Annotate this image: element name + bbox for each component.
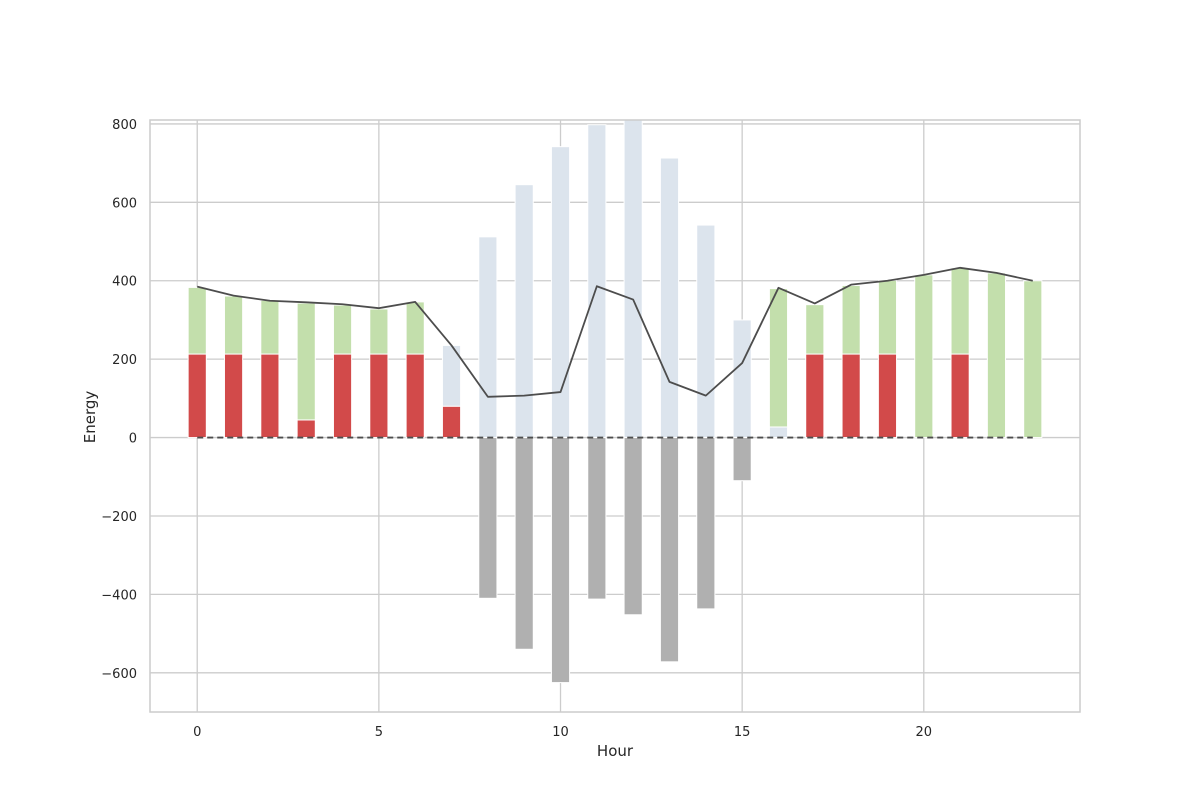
- bar-segment: [950, 353, 970, 439]
- bar-segment: [478, 437, 498, 599]
- tick-labels: 0 5 10 15 20 −600 −400 −200 0 200 400 600 800: [101, 118, 932, 740]
- bar-segment: [514, 184, 534, 439]
- bar-segment: [768, 426, 789, 439]
- y-axis-title: Energy: [81, 391, 99, 444]
- bar-segment: [696, 437, 716, 610]
- y-tick-label: −200: [101, 510, 137, 525]
- bar-segment: [260, 353, 280, 439]
- bar-segment: [623, 437, 643, 616]
- bar-segment: [587, 437, 607, 600]
- bar-segment: [187, 353, 207, 439]
- x-tick-label: 5: [375, 725, 383, 740]
- bar-segment: [768, 288, 789, 428]
- bar-layer: [187, 119, 1043, 684]
- x-tick-label: 0: [193, 725, 201, 740]
- bar-segment: [260, 299, 280, 355]
- bar-segment: [550, 437, 571, 684]
- bar-segment: [841, 353, 861, 439]
- bar-segment: [805, 353, 825, 439]
- y-tick-label: −400: [101, 588, 137, 603]
- plot-frame: [149, 119, 1081, 713]
- bar-segment: [732, 437, 752, 482]
- bar-segment: [332, 304, 353, 355]
- bar-segment: [986, 272, 1007, 439]
- bar-segment: [332, 353, 353, 439]
- x-axis-title: Hour: [597, 742, 634, 760]
- bar-segment: [478, 236, 498, 439]
- bar-segment: [296, 419, 316, 439]
- bar-segment: [514, 437, 534, 650]
- bar-segment: [550, 146, 571, 439]
- y-tick-label: 200: [112, 353, 137, 368]
- bar-segment: [877, 279, 898, 355]
- x-tick-label: 20: [916, 725, 933, 740]
- bar-segment: [841, 284, 861, 355]
- bar-segment: [296, 302, 316, 421]
- y-tick-label: 600: [112, 196, 137, 211]
- y-tick-label: −600: [101, 667, 137, 682]
- line-series: [197, 266, 1033, 398]
- bar-segment: [805, 304, 825, 355]
- bar-segment: [369, 353, 389, 439]
- bar-segment: [696, 224, 716, 439]
- bar-segment: [1023, 280, 1043, 439]
- bar-segment: [587, 124, 607, 439]
- bar-segment: [659, 157, 680, 439]
- bar-segment: [877, 353, 898, 439]
- bar-segment: [369, 308, 389, 355]
- bar-segment: [223, 295, 244, 355]
- line-layer: [197, 266, 1033, 439]
- bar-segment: [223, 353, 244, 439]
- y-tick-label: 800: [112, 118, 137, 133]
- bar-segment: [405, 353, 425, 439]
- y-tick-label: 0: [129, 432, 137, 447]
- bar-segment: [732, 319, 752, 439]
- x-tick-label: 10: [552, 725, 569, 740]
- bar-segment: [950, 267, 970, 355]
- y-tick-label: 400: [112, 275, 137, 290]
- bar-segment: [441, 405, 462, 439]
- x-tick-label: 15: [734, 725, 751, 740]
- bar-segment: [659, 437, 680, 663]
- grid-layer: [150, 120, 1080, 712]
- bar-segment: [187, 286, 207, 355]
- bar-segment: [914, 274, 934, 439]
- axes-frame: [149, 119, 1081, 713]
- bar-segment: [623, 119, 643, 439]
